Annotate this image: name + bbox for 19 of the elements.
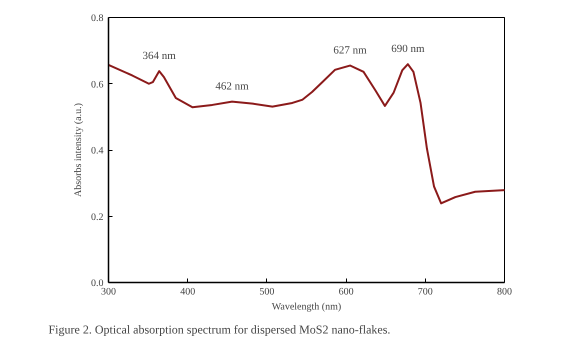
x-tick-label: 700 (418, 286, 433, 298)
y-axis-title: Absorbs intensity (a.u.) (73, 103, 84, 197)
annotation: 627 nm (333, 44, 368, 57)
y-tick-label: 0.6 (91, 79, 104, 90)
x-tick-label: 800 (497, 286, 512, 298)
line-series (108, 63, 504, 204)
x-tick-label: 400 (180, 286, 196, 298)
y-tick-label: 0.0 (91, 278, 104, 289)
annotation: 462 nm (215, 80, 250, 93)
y-tick-label: 0.2 (91, 212, 104, 223)
x-tick-label: 300 (101, 286, 116, 298)
annotation: 364 nm (142, 50, 176, 62)
annotation: 690 nm (391, 43, 425, 56)
x-tick-label: 600 (338, 286, 354, 298)
caption: Figure 2. Optical absorption spectrum for dispersed MoS2 nano-flakes. (48, 322, 390, 336)
x-axis-title: Wavelength (nm) (272, 302, 342, 312)
y-tick-label: 0.8 (91, 13, 104, 24)
x-tick-label: 500 (259, 286, 274, 298)
y-tick-label: 0.4 (91, 146, 104, 156)
